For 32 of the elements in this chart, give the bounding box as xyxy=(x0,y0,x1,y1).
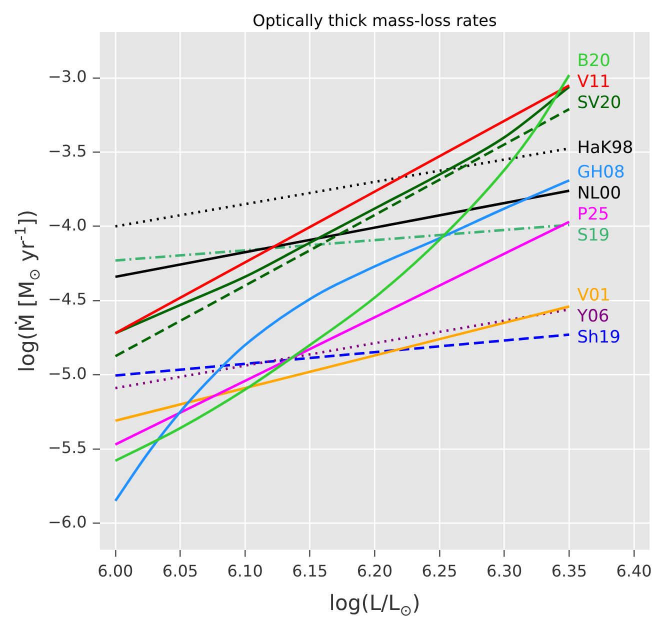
series-label: B20 xyxy=(577,50,610,71)
series-label: SV20 xyxy=(577,92,622,113)
line-series xyxy=(114,74,570,462)
series-label: Y06 xyxy=(576,306,610,326)
series-label: NL00 xyxy=(577,183,622,204)
x-tick-label: 6.40 xyxy=(616,562,652,581)
y-tick-label: −5.0 xyxy=(48,364,87,383)
x-tick-label: 6.35 xyxy=(551,562,588,581)
x-tick-label: 6.00 xyxy=(98,562,134,581)
series-label: S19 xyxy=(577,225,610,246)
series-label: V01 xyxy=(577,285,610,306)
x-tick-label: 6.15 xyxy=(292,562,328,581)
line-series xyxy=(114,179,570,502)
series-label: P25 xyxy=(577,204,610,224)
y-tick-label: −4.0 xyxy=(48,216,87,235)
y-tick-label: −3.0 xyxy=(48,67,87,86)
x-axis-title: log(L/L⊙) xyxy=(329,591,420,620)
chart-title: Optically thick mass-loss rates xyxy=(252,11,497,30)
x-tick-label: 6.30 xyxy=(486,562,522,581)
x-tick-label: 6.25 xyxy=(422,562,458,581)
y-tick-label: −5.5 xyxy=(48,438,87,458)
x-tick-label: 6.05 xyxy=(162,562,198,581)
x-tick-label: 6.20 xyxy=(356,562,393,581)
series-label: GH08 xyxy=(577,162,625,182)
x-tick-label: 6.10 xyxy=(227,562,263,581)
y-tick-label: −6.0 xyxy=(48,512,87,532)
series-label: V11 xyxy=(577,72,610,92)
series-label: Sh19 xyxy=(577,327,620,348)
y-tick-label: −3.5 xyxy=(48,141,87,160)
y-tick-label: −4.5 xyxy=(48,290,87,309)
series-label: HaK98 xyxy=(577,138,634,158)
y-axis-title: log(Ṁ [M⊙ yr-1]) xyxy=(12,210,44,372)
